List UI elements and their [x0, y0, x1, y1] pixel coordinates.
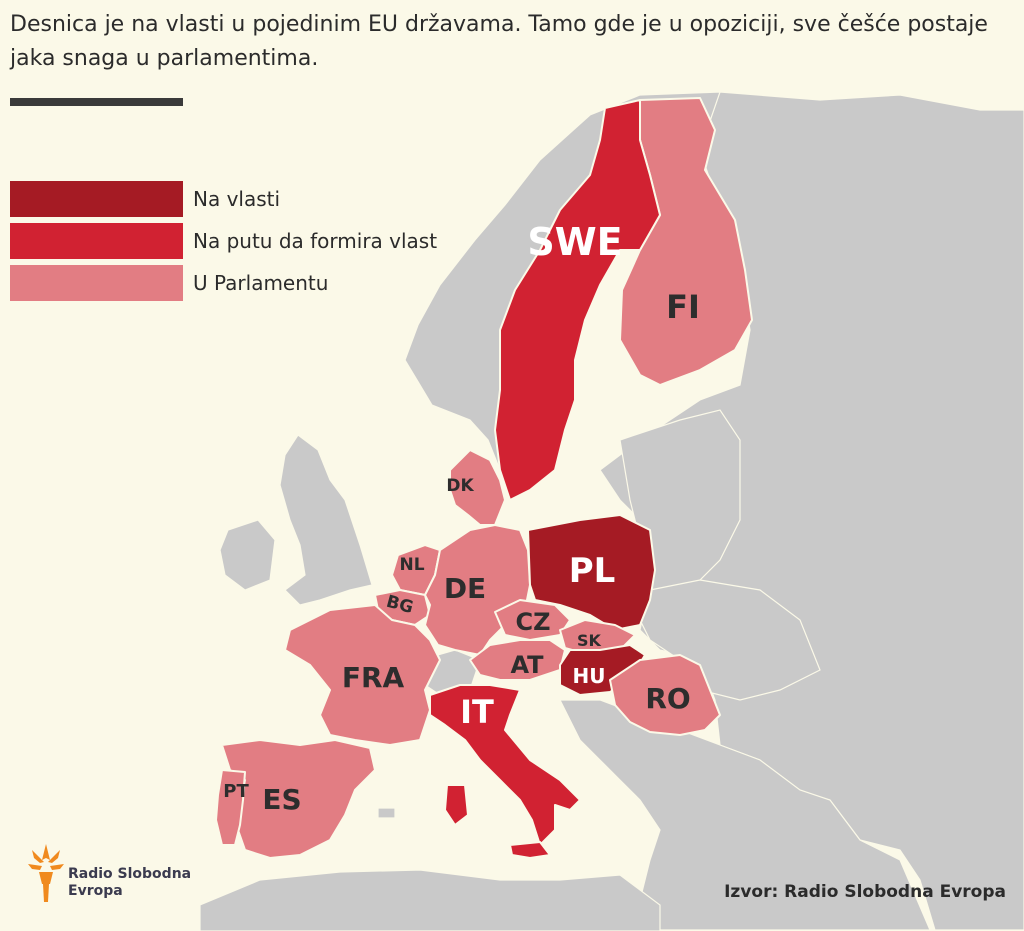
label-ro: RO	[645, 682, 690, 715]
logo-line-1: Radio Slobodna	[68, 866, 192, 882]
label-fi: FI	[666, 288, 700, 326]
rse-logo: Radio Slobodna Evropa	[26, 842, 206, 912]
label-pt: PT	[223, 781, 249, 802]
legend-item-na-vlasti: Na vlasti	[10, 180, 437, 218]
legend: Na vlasti Na putu da formira vlast U Par…	[10, 180, 437, 306]
logo-text: Radio Slobodna Evropa	[68, 866, 191, 900]
label-sk: SK	[577, 631, 602, 650]
country-it-sardinia	[444, 784, 469, 826]
non-highlighted-land	[199, 91, 1024, 931]
legend-label-na-vlasti: Na vlasti	[193, 187, 281, 211]
highlighted-countries	[215, 97, 753, 859]
map-title: Desnica je na vlasti u pojedinim EU drža…	[10, 12, 988, 71]
country-it-sicily	[509, 841, 551, 859]
legend-label-na-putu: Na putu da formira vlast	[193, 229, 438, 253]
country-pl	[527, 514, 656, 631]
logo-line-2: Evropa	[68, 883, 123, 899]
legend-item-na-putu: Na putu da formira vlast	[10, 222, 437, 260]
legend-item-u-parlamentu: U Parlamentu	[10, 264, 437, 302]
legend-swatch-na-vlasti	[10, 181, 183, 217]
country-it	[429, 684, 581, 846]
country-fra	[284, 604, 441, 746]
source-note: Izvor: Radio Slobodna Evropa	[724, 882, 1006, 902]
title-divider	[10, 98, 183, 106]
country-ro	[609, 654, 721, 736]
legend-swatch-u-parlamentu	[10, 265, 183, 301]
label-dk: DK	[446, 476, 474, 496]
torch-icon	[28, 844, 64, 902]
legend-swatch-na-putu	[10, 223, 183, 259]
label-at: AT	[510, 651, 544, 679]
legend-label-u-parlamentu: U Parlamentu	[193, 271, 329, 295]
label-it: IT	[460, 693, 494, 731]
label-nl: NL	[399, 555, 424, 575]
country-swe	[494, 99, 661, 501]
label-es: ES	[262, 783, 301, 816]
label-de: DE	[444, 572, 486, 605]
label-pl: PL	[569, 551, 616, 591]
label-cz: CZ	[515, 608, 550, 636]
country-labels: SWE FI DK NL BG DE PL CZ SK AT HU FRA IT…	[223, 220, 700, 816]
label-hu: HU	[573, 664, 606, 688]
label-swe: SWE	[527, 220, 622, 264]
label-fra: FRA	[342, 661, 405, 694]
country-sk	[559, 619, 636, 656]
country-pt	[215, 769, 246, 846]
